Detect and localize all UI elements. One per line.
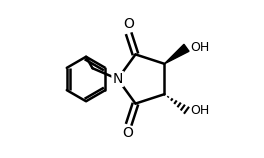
Text: OH: OH bbox=[190, 41, 209, 54]
Polygon shape bbox=[164, 44, 189, 64]
Text: N: N bbox=[112, 72, 123, 86]
Text: OH: OH bbox=[190, 104, 209, 117]
Text: N: N bbox=[112, 72, 123, 86]
Text: O: O bbox=[123, 17, 134, 31]
Text: O: O bbox=[122, 127, 133, 140]
